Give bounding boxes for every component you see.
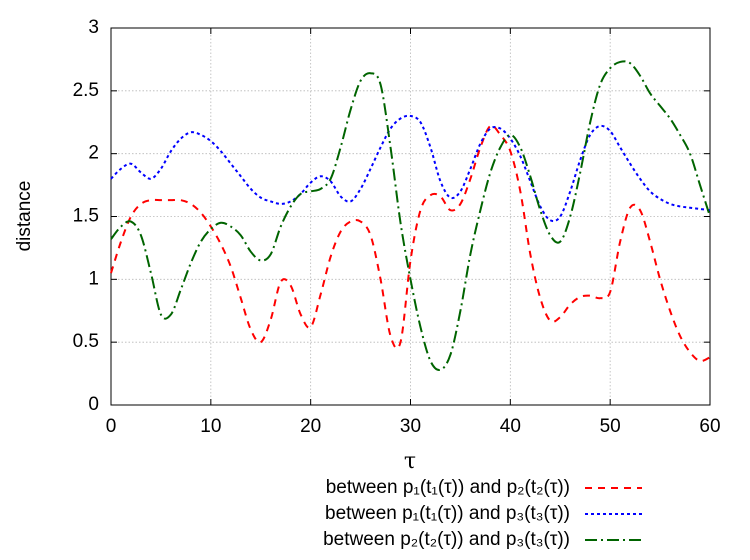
x-axis-label: τ <box>404 449 416 474</box>
y-tick-label: 2 <box>88 143 99 164</box>
y-tick-label: 1 <box>88 268 99 289</box>
y-tick-label: 1.5 <box>73 206 99 227</box>
y-axis-label: distance <box>14 181 35 252</box>
x-tick-label: 40 <box>500 416 521 437</box>
y-tick-label: 2.5 <box>73 80 99 101</box>
y-tick-label: 0.5 <box>73 331 99 352</box>
x-tick-label: 10 <box>200 416 221 437</box>
x-tick-label: 30 <box>400 416 421 437</box>
y-tick-label: 0 <box>88 394 99 415</box>
legend-label: between p₁(t₁(τ)) and p₂(t₂(τ)) <box>326 477 570 498</box>
legend-label: between p₁(t₁(τ)) and p₃(t₃(τ)) <box>325 503 570 524</box>
x-tick-label: 20 <box>300 416 321 437</box>
x-tick-label: 0 <box>106 416 117 437</box>
x-tick-label: 60 <box>699 416 720 437</box>
x-tick-label: 50 <box>600 416 621 437</box>
plot-frame <box>110 27 711 406</box>
series-line <box>110 114 711 223</box>
series-line <box>110 124 711 363</box>
y-tick-label: 3 <box>88 17 99 38</box>
series-line <box>110 60 711 372</box>
legend-label: between p₂(t₂(τ)) and p₃(t₃(τ)) <box>323 529 570 550</box>
